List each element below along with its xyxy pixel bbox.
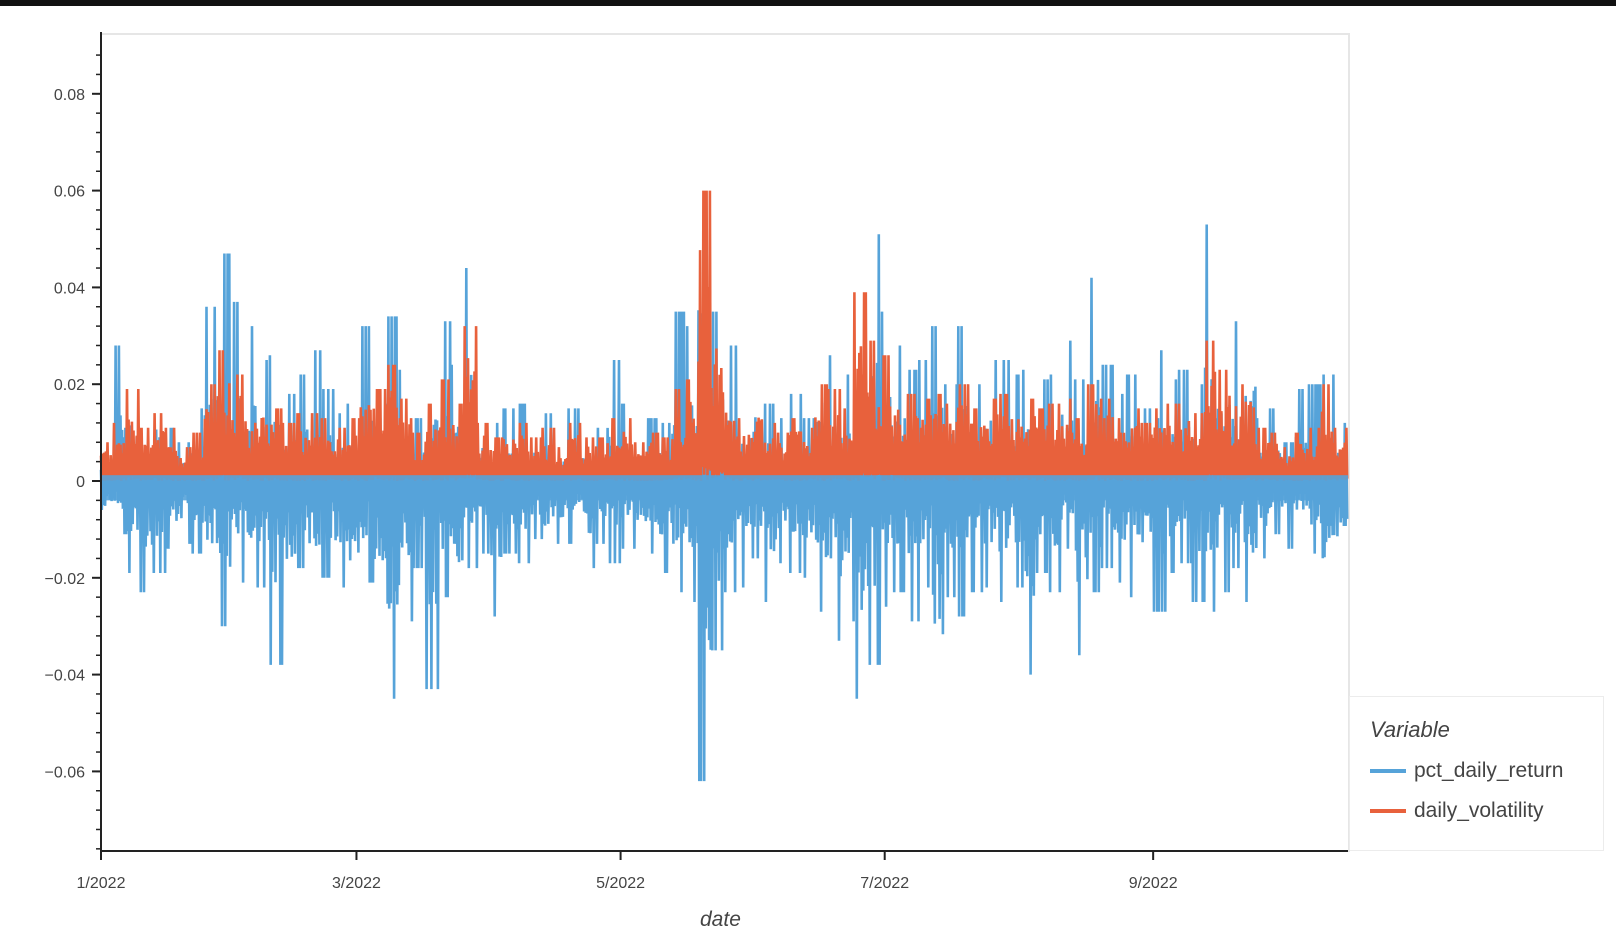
legend: Variable pct_daily_return daily_volatili… — [1349, 696, 1604, 851]
y-tick-label: 0.06 — [54, 184, 85, 201]
top-window-bar — [0, 0, 1616, 6]
y-tick-label: 0.08 — [54, 87, 85, 104]
x-tick-label: 7/2022 — [860, 875, 909, 892]
series-daily-volatility — [99, 190, 1349, 482]
legend-label: daily_volatility — [1414, 799, 1544, 822]
red-line-swatch-icon — [1370, 809, 1406, 813]
y-tick-label: −0.04 — [45, 668, 86, 685]
x-tick-label: 1/2022 — [77, 875, 126, 892]
axes: 0.08 0.06 0.04 0.02 0 −0.02 −0.04 −0.06 1/2022 3/… — [45, 32, 1348, 892]
y-tick-label: −0.02 — [45, 571, 86, 588]
y-tick-label: 0 — [76, 474, 85, 491]
y-tick-label: −0.06 — [45, 764, 86, 781]
legend-title: Variable — [1370, 717, 1450, 742]
x-axis-label: date — [700, 908, 741, 931]
x-tick-label: 9/2022 — [1129, 875, 1178, 892]
blue-line-swatch-icon — [1370, 769, 1406, 773]
legend-label: pct_daily_return — [1414, 759, 1564, 782]
y-tick-label: 0.02 — [54, 377, 85, 394]
legend-item-daily-volatility[interactable]: daily_volatility — [1370, 799, 1544, 823]
legend-item-pct-daily-return[interactable]: pct_daily_return — [1370, 759, 1563, 783]
blue-core-band — [101, 475, 1348, 501]
y-tick-label: 0.04 — [54, 280, 85, 297]
x-tick-label: 3/2022 — [332, 875, 381, 892]
x-tick-label: 5/2022 — [596, 875, 645, 892]
series-layer — [99, 190, 1349, 782]
